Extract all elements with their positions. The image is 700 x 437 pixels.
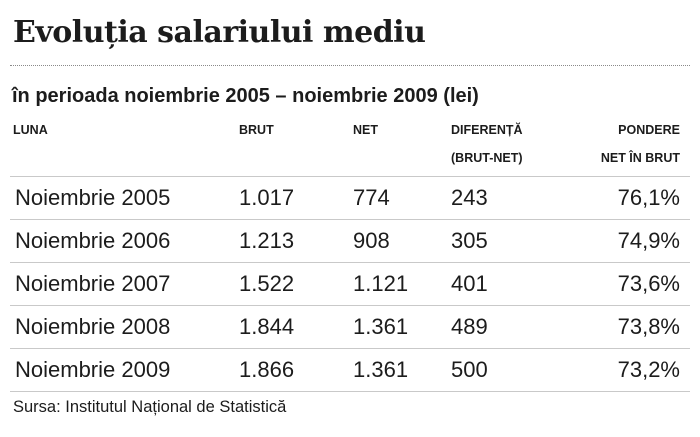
- table-row: Noiembrie 2009 1.866 1.361 500 73,2%: [10, 348, 690, 392]
- cell-luna: Noiembrie 2006: [15, 228, 171, 253]
- cell-brut: 1.017: [239, 185, 295, 210]
- header-net: NET: [353, 116, 378, 144]
- table-title: Evoluția salariului mediu: [13, 15, 426, 50]
- cell-diferenta: 243: [451, 185, 488, 210]
- table-row: Noiembrie 2007 1.522 1.121 401 73,6%: [10, 262, 690, 305]
- header-brut-label: BRUT: [239, 123, 274, 137]
- header-diferenta: DIFERENȚĂ (BRUT-NET): [451, 116, 523, 172]
- title-divider: [10, 65, 690, 66]
- cell-diferenta: 401: [451, 271, 488, 296]
- cell-net: 1.121: [353, 271, 409, 296]
- cell-pondere: 73,2%: [617, 357, 680, 382]
- cell-brut: 1.844: [239, 314, 295, 339]
- cell-pondere: 76,1%: [617, 185, 680, 210]
- cell-diferenta: 500: [451, 357, 488, 382]
- table-body: Noiembrie 2005 1.017 774 243 76,1% Noiem…: [10, 176, 690, 392]
- header-pondere-line2: NET ÎN BRUT: [600, 151, 680, 165]
- cell-net: 908: [353, 228, 390, 253]
- cell-brut: 1.522: [239, 271, 295, 296]
- header-diferenta-line1: DIFERENȚĂ: [451, 123, 523, 137]
- cell-pondere: 73,8%: [617, 314, 680, 339]
- header-net-label: NET: [353, 123, 378, 137]
- cell-brut: 1.866: [239, 357, 295, 382]
- cell-diferenta: 489: [451, 314, 488, 339]
- source-note: Sursa: Institutul Național de Statistică: [13, 398, 287, 416]
- header-luna-label: LUNA: [13, 123, 48, 137]
- header-diferenta-line2: (BRUT-NET): [451, 151, 523, 165]
- cell-luna: Noiembrie 2008: [15, 314, 171, 339]
- header-pondere: PONDERE NET ÎN BRUT: [601, 116, 680, 172]
- header-luna: LUNA: [13, 116, 48, 144]
- cell-net: 1.361: [353, 357, 409, 382]
- cell-luna: Noiembrie 2009: [15, 357, 171, 382]
- table-row: Noiembrie 2006 1.213 908 305 74,9%: [10, 219, 690, 262]
- header-brut: BRUT: [239, 116, 274, 144]
- table-row: Noiembrie 2008 1.844 1.361 489 73,8%: [10, 305, 690, 348]
- cell-net: 1.361: [353, 314, 409, 339]
- cell-pondere: 74,9%: [617, 228, 680, 253]
- cell-luna: Noiembrie 2007: [15, 271, 171, 296]
- cell-diferenta: 305: [451, 228, 488, 253]
- cell-pondere: 73,6%: [617, 271, 680, 296]
- cell-net: 774: [353, 185, 390, 210]
- header-pondere-line1: PONDERE: [618, 123, 680, 137]
- cell-brut: 1.213: [239, 228, 295, 253]
- table-subtitle: în perioada noiembrie 2005 – noiembrie 2…: [12, 85, 479, 107]
- table-row: Noiembrie 2005 1.017 774 243 76,1%: [10, 176, 690, 219]
- cell-luna: Noiembrie 2005: [15, 185, 171, 210]
